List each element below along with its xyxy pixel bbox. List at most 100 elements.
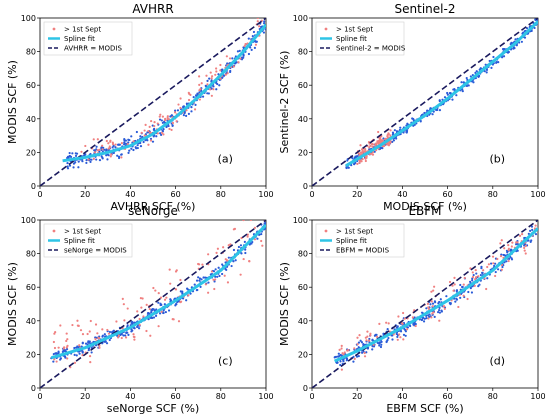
- after-sept-point: [369, 334, 372, 337]
- after-sept-point: [426, 302, 430, 305]
- data-point: [190, 106, 193, 109]
- x-tick-label: 0: [309, 190, 314, 199]
- after-sept-point: [107, 142, 110, 145]
- data-point: [68, 151, 71, 155]
- after-sept-point: [115, 320, 118, 323]
- data-point: [423, 111, 426, 115]
- data-point: [95, 145, 98, 148]
- data-point: [153, 309, 156, 312]
- data-point: [57, 351, 60, 354]
- data-point: [100, 155, 103, 158]
- data-point: [169, 299, 173, 302]
- data-point: [488, 59, 491, 63]
- data-point: [529, 240, 532, 243]
- data-point: [236, 50, 240, 53]
- data-point: [111, 146, 114, 149]
- x-tick-label: 100: [530, 392, 545, 401]
- data-point: [438, 99, 441, 103]
- data-point: [98, 150, 101, 153]
- after-sept-point: [157, 292, 160, 295]
- after-sept-point: [511, 241, 514, 244]
- data-point: [534, 233, 538, 236]
- x-tick-label: 60: [443, 392, 453, 401]
- after-sept-point: [223, 274, 226, 277]
- data-point: [525, 27, 529, 30]
- x-tick-label: 0: [37, 190, 42, 199]
- after-sept-point: [209, 71, 212, 74]
- after-sept-point: [80, 150, 83, 153]
- after-sept-point: [405, 328, 409, 331]
- after-sept-point: [356, 336, 359, 339]
- y-tick-label: 40: [298, 115, 308, 124]
- after-sept-point: [163, 298, 167, 301]
- data-point: [485, 68, 489, 72]
- y-tick-label: 0: [303, 384, 308, 393]
- after-sept-point: [169, 282, 172, 285]
- after-sept-point: [466, 297, 469, 301]
- data-point: [62, 349, 66, 352]
- data-point: [234, 259, 237, 262]
- after-sept-point: [353, 357, 356, 360]
- data-point: [128, 149, 131, 152]
- after-sept-point: [377, 142, 380, 145]
- after-sept-point: [358, 159, 361, 162]
- after-sept-point: [117, 334, 120, 337]
- after-sept-point: [71, 323, 74, 327]
- after-sept-point: [471, 271, 474, 274]
- y-axis-label: Sentinel-2 SCF (%): [278, 51, 291, 154]
- data-point: [90, 351, 93, 354]
- after-sept-point: [152, 286, 155, 290]
- data-point: [334, 355, 338, 358]
- after-sept-point: [120, 156, 123, 159]
- after-sept-point: [171, 318, 174, 321]
- identity-line: [312, 18, 538, 186]
- y-tick-label: 100: [21, 216, 36, 225]
- data-point: [382, 137, 385, 140]
- after-sept-point: [214, 278, 217, 281]
- after-sept-point: [443, 307, 446, 311]
- data-layer: [312, 220, 538, 388]
- data-point: [127, 333, 130, 337]
- after-sept-point: [507, 259, 510, 263]
- after-sept-point: [132, 140, 135, 143]
- data-point: [467, 290, 470, 294]
- after-sept-point: [256, 18, 259, 20]
- after-sept-point: [159, 296, 163, 299]
- data-point: [355, 355, 359, 358]
- after-sept-point: [524, 252, 527, 255]
- data-point: [161, 129, 164, 132]
- after-sept-point: [363, 355, 367, 358]
- data-point: [185, 114, 188, 117]
- after-sept-point: [88, 330, 91, 333]
- data-point: [523, 36, 527, 39]
- data-point: [108, 338, 111, 342]
- after-sept-point: [98, 346, 101, 349]
- legend-label: > 1st Sept: [64, 26, 101, 34]
- data-point: [438, 309, 441, 312]
- y-tick-label: 20: [298, 350, 308, 359]
- data-point: [163, 303, 166, 306]
- after-sept-point: [98, 337, 101, 340]
- data-point: [75, 152, 79, 155]
- data-point: [520, 40, 523, 43]
- data-point: [196, 288, 199, 292]
- after-sept-point: [179, 97, 182, 100]
- identity-line: [312, 220, 538, 388]
- after-sept-point: [366, 330, 369, 333]
- data-point: [264, 221, 266, 224]
- data-point: [194, 94, 198, 97]
- after-sept-point: [358, 334, 361, 337]
- after-sept-point: [105, 139, 108, 143]
- data-point: [431, 113, 434, 116]
- y-tick-label: 40: [26, 115, 36, 124]
- after-sept-point: [96, 138, 99, 141]
- data-point: [475, 70, 478, 73]
- after-sept-point: [210, 75, 214, 78]
- data-point: [391, 338, 394, 341]
- data-point: [221, 272, 224, 276]
- data-point: [357, 355, 360, 358]
- data-point: [465, 76, 468, 80]
- after-sept-point: [143, 129, 146, 132]
- data-point: [455, 297, 458, 300]
- data-point: [509, 42, 512, 46]
